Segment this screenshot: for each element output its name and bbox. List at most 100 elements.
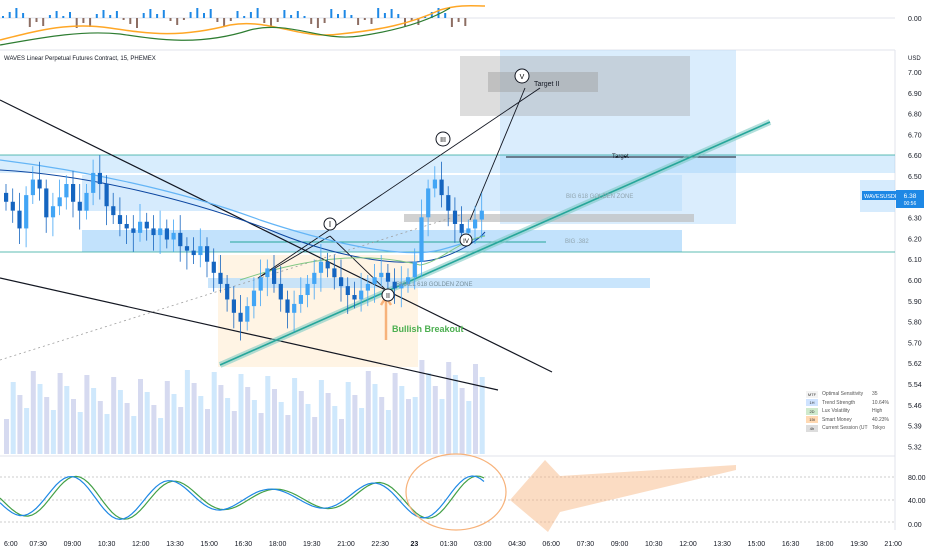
volume-bar: [473, 364, 478, 454]
time-tick-label: 07:30: [29, 541, 47, 548]
candle-body: [178, 232, 183, 247]
top-indicator-bar: [243, 16, 246, 18]
top-indicator-value: 0.00: [908, 16, 922, 23]
candle-body: [238, 312, 243, 322]
top-indicator-bar: [330, 9, 333, 18]
candle-body: [312, 272, 317, 284]
volume-bar: [117, 390, 123, 454]
top-indicator-bar: [176, 18, 179, 25]
candle-body: [30, 179, 35, 196]
volume-bar: [258, 413, 264, 454]
top-indicator-bar: [216, 18, 219, 22]
volume-bar: [144, 392, 150, 454]
candle-body: [97, 172, 102, 185]
legend-tag: MTF: [806, 390, 818, 398]
volume-bar: [332, 406, 338, 454]
price-tick-label: 6.30: [908, 216, 922, 223]
volume-bar: [278, 402, 284, 454]
top-indicator-bar: [69, 12, 71, 18]
volume-bar: [305, 404, 311, 454]
candle-body: [251, 290, 257, 307]
candle-body: [318, 261, 324, 273]
price-tick-label: 5.70: [908, 340, 922, 347]
volume-bar: [339, 419, 344, 454]
top-indicator-bar: [236, 11, 239, 18]
time-tick-label: 13:30: [166, 541, 184, 548]
candle-body: [245, 306, 250, 322]
osc-tick-label: 80.00: [908, 475, 926, 482]
top-indicator-bar: [430, 12, 433, 18]
top-indicator-bar: [343, 10, 346, 18]
volume-bar: [50, 410, 56, 454]
price-tick-label: 5.32: [908, 444, 922, 451]
volume-bar: [44, 397, 50, 454]
candle-body: [10, 201, 15, 211]
top-indicator-bar: [270, 18, 272, 27]
volume-bar: [191, 383, 197, 454]
top-indicator-bar: [189, 12, 192, 18]
candle-body: [285, 299, 290, 313]
candle-body: [298, 295, 303, 304]
candle-body: [57, 197, 62, 207]
legend-row: 15t Smart Money 40.23%: [806, 416, 906, 425]
currency-label: USD: [908, 56, 921, 62]
time-tick-label: 06:00: [542, 541, 560, 548]
wave-2-label: II: [386, 293, 390, 300]
volume-bar: [71, 399, 76, 454]
volume-bar: [225, 398, 231, 454]
volume-bar: [325, 393, 331, 454]
top-indicator-bar: [28, 18, 31, 27]
candle-body: [392, 281, 397, 289]
candle-body: [218, 272, 223, 284]
top-indicator-bar: [383, 13, 386, 18]
top-indicator-bar: [276, 18, 279, 22]
time-tick-label: 19:30: [850, 541, 868, 548]
volume-bar: [205, 409, 210, 454]
top-indicator-bar: [444, 13, 447, 18]
wave-4-label: IV: [463, 239, 469, 245]
top-indicator-bar: [22, 13, 25, 18]
time-axis[interactable]: 6:00 07:30 09:00 10:30 12:00 13:30 15:00 16:30 1…: [4, 541, 902, 548]
volume-bar: [30, 371, 36, 454]
price-tick-label: 6.90: [908, 91, 922, 98]
volume-bar: [231, 411, 237, 454]
candles: [4, 155, 484, 341]
legend-row: 4h Current Session (UTC) Tokyo: [806, 424, 906, 433]
top-indicator-bar: [109, 15, 112, 18]
volume-bar: [379, 397, 385, 454]
candle-body: [345, 286, 350, 296]
price-tag-countdown: 00:56: [904, 201, 917, 207]
time-tick-label: 07:30: [577, 541, 595, 548]
candle-body: [198, 246, 203, 256]
top-indicator-bar: [457, 18, 460, 22]
candle-body: [278, 283, 283, 300]
time-tick-label: 03:00: [474, 541, 492, 548]
time-tick-label: 15:00: [200, 541, 218, 548]
top-indicator-bar: [223, 18, 226, 26]
volume-bar: [439, 399, 445, 454]
osc-tick-label: 40.00: [908, 498, 926, 505]
price-axis[interactable]: 7.006.906.806.706.606.506.406.306.206.10…: [908, 70, 922, 451]
candle-body: [84, 192, 89, 211]
top-indicator-bar: [357, 18, 360, 25]
wave-labels: I II III IV V: [323, 68, 530, 302]
top-indicator-bar: [169, 18, 172, 21]
candle-body: [292, 303, 297, 313]
price-tick-label: 7.00: [908, 70, 922, 77]
candle-body: [258, 277, 263, 291]
candle-body: [124, 223, 129, 229]
top-indicator-bar: [323, 18, 326, 23]
candle-body: [272, 268, 277, 284]
time-tick-label: 04:30: [508, 541, 526, 548]
candle-body: [24, 195, 29, 229]
candle-body: [211, 261, 216, 273]
candle-body: [138, 221, 143, 233]
volume-bar: [265, 376, 271, 454]
time-tick-label: 22:30: [371, 541, 389, 548]
volume-bar: [292, 378, 298, 454]
legend-value: Tokyo: [872, 425, 886, 432]
candle-body: [406, 277, 411, 284]
time-tick-label: 10:30: [645, 541, 663, 548]
time-tick-label: 12:00: [679, 541, 697, 548]
